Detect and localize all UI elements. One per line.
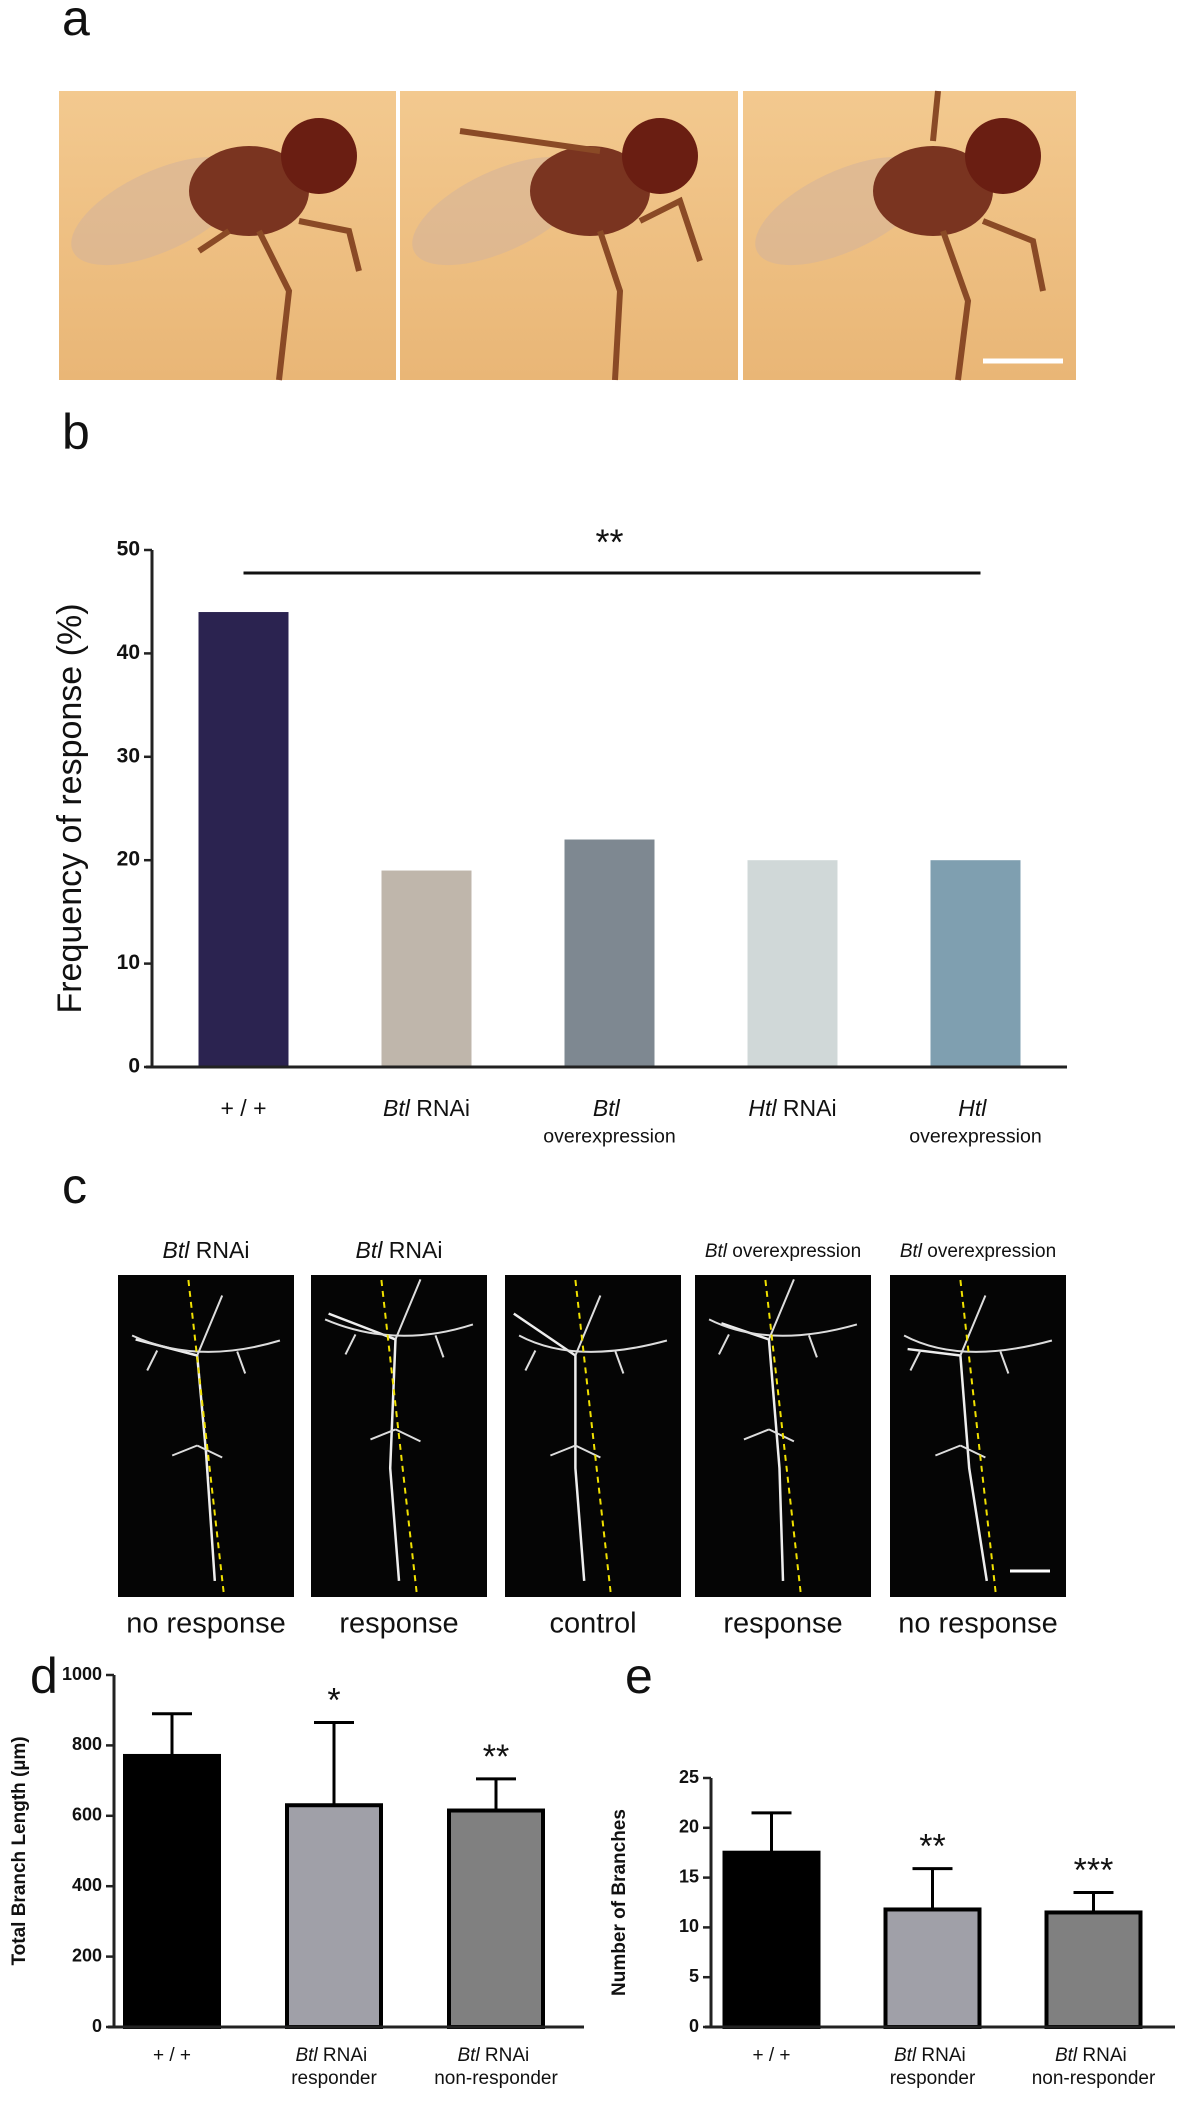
y-tick-label: 800: [72, 1734, 102, 1754]
micrograph-title: Btl RNAi: [163, 1237, 250, 1263]
x-tick-label: Btl RNAi: [383, 1095, 470, 1121]
x-tick-label: Btl RNAi non-responder: [1032, 2045, 1156, 2089]
fly-photo: [59, 91, 396, 381]
midline: [187, 1279, 225, 1593]
significance: **: [919, 1828, 945, 1866]
micrograph-row: [118, 1275, 1066, 1597]
neuron-branches: [131, 1295, 281, 1459]
x-tick-label: Btl RNAi responder: [291, 2045, 377, 2089]
significance: **: [483, 1738, 509, 1776]
significance: **: [595, 522, 623, 563]
y-tick-label: 5: [689, 1966, 699, 1986]
y-tick-label: 600: [72, 1805, 102, 1825]
neuron-trunk: [513, 1312, 586, 1581]
micrograph-title: Btl overexpression: [705, 1241, 861, 1262]
micrograph-title: Btl overexpression: [900, 1241, 1056, 1262]
significance: ***: [1074, 1852, 1114, 1890]
bar: [381, 870, 472, 1067]
y-tick-label: 30: [117, 744, 140, 767]
y-tick-label: 1000: [62, 1664, 102, 1684]
y-tick-label: 20: [117, 848, 140, 871]
bar: [564, 839, 655, 1067]
fly-photo: [743, 90, 1076, 381]
y-tick-label: 10: [679, 1916, 699, 1936]
micrograph-title: Btl RNAi: [356, 1237, 443, 1263]
midline: [574, 1279, 612, 1593]
y-tick-label: 25: [679, 1767, 699, 1787]
x-tick-label: + / +: [220, 1095, 266, 1121]
neuron-branches: [708, 1279, 858, 1443]
micrograph-caption: control: [549, 1608, 636, 1640]
micrograph-caption: response: [339, 1608, 458, 1640]
y-tick-label: 50: [117, 538, 140, 561]
panel-label: e: [625, 1648, 653, 1704]
x-tick-label: + / +: [752, 2045, 790, 2066]
bar: [285, 1803, 383, 2029]
y-tick-label: 0: [128, 1055, 140, 1078]
y-tick-label: 15: [679, 1866, 699, 1886]
y-tick-label: 200: [72, 1945, 102, 1965]
panel-label: b: [62, 404, 90, 460]
bar: [747, 860, 838, 1067]
x-tick-label: + / +: [153, 2045, 191, 2066]
bar: [198, 612, 289, 1067]
midline: [959, 1279, 997, 1593]
y-tick-label: 40: [117, 641, 140, 664]
midline: [764, 1279, 802, 1593]
y-axis-label: Number of Branches: [609, 1809, 630, 1996]
panel-label: a: [62, 0, 90, 46]
micrograph-caption: no response: [126, 1608, 286, 1640]
y-axis-label: Total Branch Length (µm): [9, 1736, 30, 1965]
neuron-trunk: [328, 1312, 401, 1581]
y-tick-label: 20: [679, 1817, 699, 1837]
x-tick-label: Btl overexpression: [543, 1095, 675, 1148]
bar: [447, 1808, 545, 2030]
bar: [1044, 1910, 1143, 2029]
bar: [930, 860, 1021, 1067]
x-tick-label: Btl RNAi responder: [890, 2045, 976, 2089]
y-axis-label: Frequency of response (%): [51, 603, 89, 1013]
panel-label: c: [62, 1158, 87, 1214]
x-tick-label: Btl RNAi non-responder: [434, 2045, 558, 2089]
fly-photo: [400, 91, 738, 381]
bar: [883, 1907, 982, 2030]
neuron-trunk: [907, 1347, 989, 1582]
micrograph-caption: response: [723, 1608, 842, 1640]
midline: [380, 1279, 418, 1593]
bar: [722, 1850, 821, 2029]
photo-row: [59, 90, 1076, 381]
x-tick-label: Htl RNAi: [748, 1095, 836, 1121]
significance: *: [327, 1682, 340, 1720]
bar: [123, 1753, 221, 2029]
micrograph-caption: no response: [898, 1608, 1058, 1640]
x-tick-label: Htl overexpression: [909, 1095, 1041, 1148]
y-tick-label: 400: [72, 1875, 102, 1895]
neuron-branches: [324, 1279, 474, 1443]
y-tick-label: 0: [689, 2016, 699, 2036]
y-tick-label: 0: [92, 2016, 102, 2036]
neuron-branches: [518, 1295, 668, 1459]
y-tick-label: 10: [117, 951, 140, 974]
panel-label: d: [30, 1648, 58, 1704]
neuron-branches: [903, 1295, 1053, 1459]
